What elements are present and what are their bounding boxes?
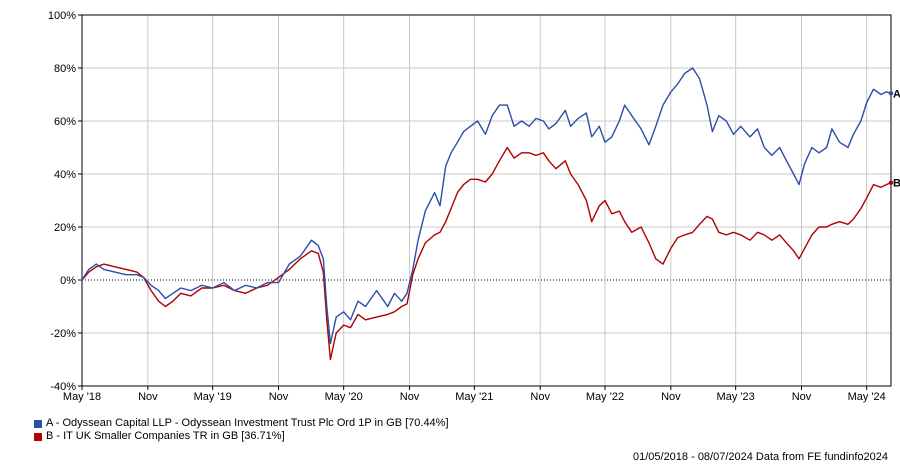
series-end-marker-a	[888, 91, 894, 96]
series-line-a	[81, 67, 892, 345]
x-tick-label: Nov	[269, 391, 289, 403]
y-tick-label: 0%	[60, 275, 76, 287]
performance-chart: 100% 80% 60% 40% 20% 0% -20% -40%May '18 Nov May …	[48, 10, 900, 403]
chart-footer: 01/05/2018 - 08/07/2024 Data from FE fun…	[632, 451, 888, 463]
legend-swatch-b	[34, 432, 42, 441]
chart-series	[81, 67, 894, 361]
x-tick-label: May '21	[455, 391, 493, 403]
x-tick-label: May '24	[848, 391, 886, 403]
y-tick-label: 40%	[54, 169, 76, 181]
y-tick-label: 80%	[54, 63, 76, 75]
chart-axes: 100% 80% 60% 40% 20% 0% -20% -40%May '18 Nov May …	[48, 10, 892, 403]
series-end-label-a: A	[893, 88, 900, 100]
y-tick-label: 100%	[48, 10, 76, 22]
x-tick-label: Nov	[400, 391, 420, 403]
y-tick-label: 20%	[54, 222, 76, 234]
x-tick-label: Nov	[661, 391, 681, 403]
legend-label-b: B - IT UK Smaller Companies TR in GB [36…	[46, 430, 285, 442]
legend-item-a: A - Odyssean Capital LLP - Odyssean Inve…	[34, 417, 449, 430]
chart-labels: BA	[893, 88, 900, 189]
y-tick-label: -20%	[50, 328, 76, 340]
plot-border	[81, 14, 892, 387]
legend-label-a: A - Odyssean Capital LLP - Odyssean Inve…	[46, 417, 449, 429]
series-end-label-b: B	[893, 178, 900, 190]
x-tick-label: Nov	[138, 391, 158, 403]
x-tick-label: May '19	[194, 391, 232, 403]
y-tick-label: 60%	[54, 116, 76, 128]
x-tick-label: Nov	[792, 391, 812, 403]
x-tick-label: May '18	[63, 391, 101, 403]
chart-legend: A - Odyssean Capital LLP - Odyssean Inve…	[34, 417, 449, 443]
x-tick-label: May '20	[325, 391, 363, 403]
legend-item-b: B - IT UK Smaller Companies TR in GB [36…	[34, 430, 449, 443]
y-tick-label: -40%	[50, 381, 76, 393]
x-tick-label: May '23	[717, 391, 755, 403]
series-end-marker-b	[888, 180, 894, 185]
series-line-b	[81, 146, 892, 361]
x-tick-label: May '22	[586, 391, 624, 403]
chart-grid	[82, 15, 891, 386]
legend-swatch-a	[34, 419, 42, 428]
x-tick-label: Nov	[530, 391, 550, 403]
